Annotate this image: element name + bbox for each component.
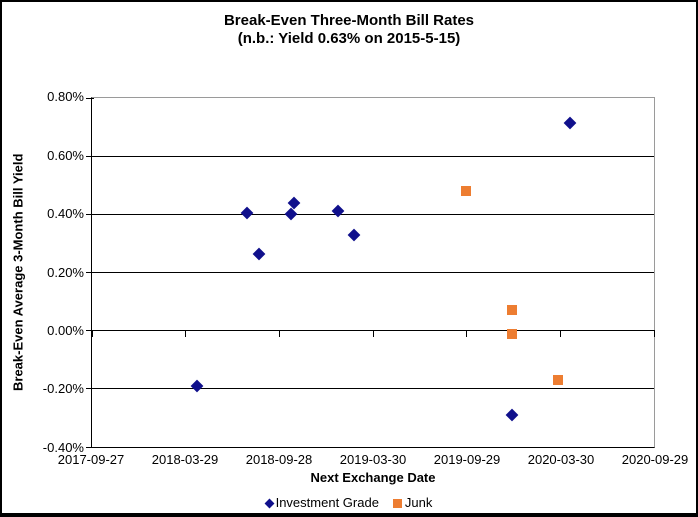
data-point-diamond-marker xyxy=(347,228,360,242)
y-tick-label: -0.20% xyxy=(42,381,84,397)
y-tick-label: 0.80% xyxy=(47,89,84,104)
gridline xyxy=(92,155,654,157)
data-point-diamond-marker xyxy=(505,408,519,422)
x-axis-tick xyxy=(653,329,655,337)
chart-title-line2: (n.b.: Yield 0.63% on 2015-5-15) xyxy=(237,30,461,47)
x-axis-tick xyxy=(372,329,374,337)
legend-label: Investment Grade xyxy=(275,495,379,510)
x-axis-tick-labels: 2017-09-27 2018-03-29 2018-09-28 2019-03-30… xyxy=(58,452,689,467)
y-axis-tick xyxy=(86,155,94,157)
data-point-diamond-marker xyxy=(191,379,204,393)
x-axis-tick xyxy=(278,329,280,337)
data-point-diamond-marker xyxy=(287,196,301,210)
data-point-square-marker xyxy=(506,328,517,339)
x-tick-label: 2020-09-29 xyxy=(621,452,689,467)
y-tick-label: 0.40% xyxy=(47,205,84,221)
data-point-square-marker xyxy=(553,375,564,386)
y-axis-tick xyxy=(86,330,94,332)
x-axis-tick xyxy=(91,329,93,337)
x-axis-tick xyxy=(466,329,468,337)
data-point-diamond-marker xyxy=(252,247,266,260)
square-marker-icon xyxy=(392,498,402,508)
x-tick-label: 2018-03-29 xyxy=(151,452,219,467)
gridline xyxy=(92,272,654,273)
data-point-diamond-marker xyxy=(284,207,298,221)
chart-legend: Investment Grade Junk xyxy=(2,495,696,511)
x-axis-tick xyxy=(559,329,561,337)
y-tick-label: 0.00% xyxy=(47,323,84,338)
data-point-square-marker xyxy=(460,186,471,197)
y-axis-tick xyxy=(86,213,94,215)
legend-item: Junk xyxy=(392,495,433,511)
y-axis-tick xyxy=(86,446,94,448)
chart-title-line1: Break-Even Three-Month Bill Rates xyxy=(223,12,475,29)
x-tick-label: 2017-09-27 xyxy=(57,452,125,467)
chart-title: Break-Even Three-Month Bill Rates (n.b.:… xyxy=(2,12,696,48)
x-axis-tick xyxy=(185,329,187,337)
legend-label: Junk xyxy=(404,495,433,510)
gridline xyxy=(92,213,654,215)
x-tick-label: 2020-03-30 xyxy=(527,452,595,467)
y-axis-tick xyxy=(86,272,94,273)
y-tick-label: -0.40% xyxy=(42,440,84,455)
data-point-diamond-marker xyxy=(331,205,345,218)
legend-item: Investment Grade xyxy=(264,495,379,511)
data-point-diamond-marker xyxy=(563,116,577,130)
x-tick-label: 2018-09-28 xyxy=(245,452,313,467)
y-tick-label: 0.60% xyxy=(47,147,84,163)
y-axis-tick-labels: 0.80% 0.60% 0.40% 0.20% 0.00% -0.20% -0.40% xyxy=(2,89,84,455)
gridline xyxy=(92,388,654,390)
y-axis-tick xyxy=(86,388,94,390)
diamond-marker-icon xyxy=(264,498,275,508)
x-tick-label: 2019-03-30 xyxy=(339,452,407,467)
plot-area xyxy=(86,97,655,448)
y-tick-label: 0.20% xyxy=(47,264,84,280)
data-point-square-marker xyxy=(506,305,517,316)
x-tick-label: 2019-09-29 xyxy=(433,452,501,467)
x-axis-title: Next Exchange Date xyxy=(310,470,436,485)
y-axis-tick xyxy=(86,97,94,99)
data-point-diamond-marker xyxy=(240,206,254,220)
